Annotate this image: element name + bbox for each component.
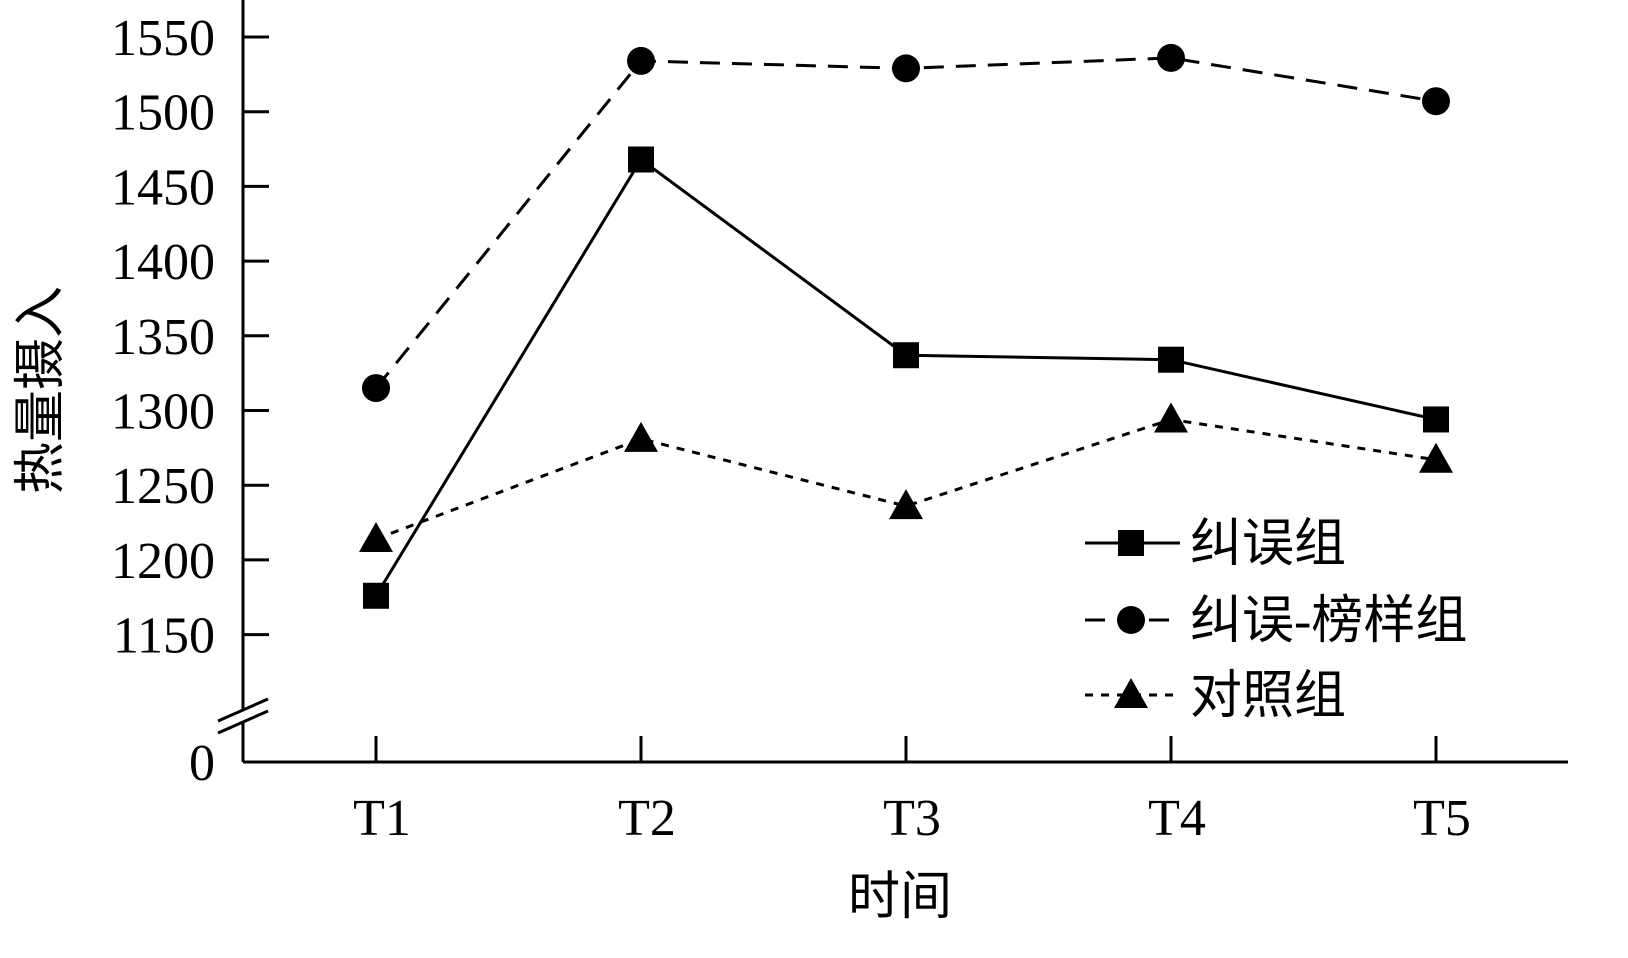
data-point [362,374,390,403]
x-axis-label: 时间 [848,869,952,926]
legend-item: 纠误组 [1085,516,1346,573]
axis-break-mark [217,697,269,723]
data-point [628,146,654,173]
series-layer [359,43,1453,609]
legend-marker [1118,530,1144,556]
y-tick-label: 1550 [111,10,215,67]
y-tick-label: 1500 [111,85,215,142]
y-tick-label: 1450 [111,159,215,216]
data-point [1158,346,1184,373]
data-point [1419,442,1453,473]
y-axis-label: 热量摄入 [13,286,70,494]
series-group [363,146,1449,609]
x-tick-label: T5 [1413,790,1471,847]
series-line [374,56,1437,390]
legend-marker [1117,606,1145,634]
x-tick-label: T1 [353,790,411,847]
legend-item: 纠误-榜样组 [1085,593,1467,650]
series-group [359,402,1453,552]
y-tick-label: 1150 [113,608,215,665]
y-tick-label: 1350 [111,309,215,366]
y-tick-label: 1250 [111,458,215,515]
y-tick-label: 1200 [111,533,215,590]
x-tick-label: T3 [883,790,941,847]
data-point [624,421,658,452]
data-point [892,54,920,83]
axes: 1150 1200 1250 1300 1350 1400 1450 1500 1550 0 T1 T… [111,0,1568,847]
data-point [1157,43,1185,72]
data-point [359,521,393,552]
data-point [627,46,655,75]
x-tick-label: T4 [1148,790,1206,847]
x-tick-label: T2 [618,790,676,847]
data-point [1422,87,1450,116]
series-group [362,43,1450,403]
axis-break-mark [217,709,269,735]
y-tick-label: 1300 [111,384,215,441]
legend-marker [1114,678,1148,708]
legend-label: 对照组 [1190,668,1346,725]
data-point [1154,402,1188,433]
data-point [893,342,919,369]
legend-item: 对照组 [1085,668,1346,725]
data-point [889,489,923,520]
y-tick-label: 1400 [111,234,215,291]
legend-label: 纠误组 [1190,516,1346,573]
data-point [363,582,389,609]
legend-label: 纠误-榜样组 [1190,593,1467,650]
data-point [1423,406,1449,433]
y-tick-label: 0 [189,735,215,792]
